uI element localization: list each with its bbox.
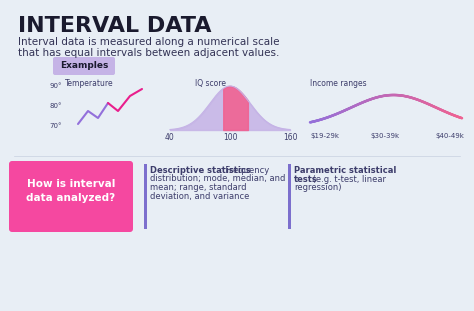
Text: $30-39k: $30-39k — [371, 133, 400, 139]
Bar — [288, 164, 291, 229]
Text: (e.g. t-test, linear: (e.g. t-test, linear — [310, 174, 386, 183]
Text: Interval data is measured along a numerical scale: Interval data is measured along a numeri… — [18, 37, 280, 47]
Text: 100: 100 — [223, 133, 237, 142]
Text: INTERVAL DATA: INTERVAL DATA — [18, 16, 211, 36]
FancyBboxPatch shape — [9, 161, 133, 232]
Text: 90°: 90° — [49, 83, 62, 89]
Text: deviation, and variance: deviation, and variance — [150, 192, 249, 201]
Text: IQ score: IQ score — [195, 79, 226, 88]
Text: regression): regression) — [294, 183, 341, 192]
FancyBboxPatch shape — [53, 57, 115, 75]
Text: Descriptive statistics: Descriptive statistics — [150, 166, 251, 175]
Text: distribution; mode, median, and: distribution; mode, median, and — [150, 174, 285, 183]
Text: tests: tests — [294, 174, 318, 183]
Text: Examples: Examples — [60, 62, 108, 71]
Text: : Frequency: : Frequency — [220, 166, 269, 175]
Text: Income ranges: Income ranges — [310, 79, 366, 88]
Bar — [144, 164, 147, 229]
Text: 160: 160 — [283, 133, 297, 142]
Text: that has equal intervals between adjacent values.: that has equal intervals between adjacen… — [18, 48, 279, 58]
Text: 80°: 80° — [49, 103, 62, 109]
Text: $19-29k: $19-29k — [310, 133, 339, 139]
Text: 40: 40 — [165, 133, 175, 142]
Text: Parametric statistical: Parametric statistical — [294, 166, 396, 175]
Text: 70°: 70° — [49, 123, 62, 129]
Text: mean; range, standard: mean; range, standard — [150, 183, 246, 192]
Text: How is interval
data analyzed?: How is interval data analyzed? — [27, 179, 116, 203]
Text: Temperature: Temperature — [65, 79, 114, 88]
Text: $40-49k: $40-49k — [436, 133, 465, 139]
